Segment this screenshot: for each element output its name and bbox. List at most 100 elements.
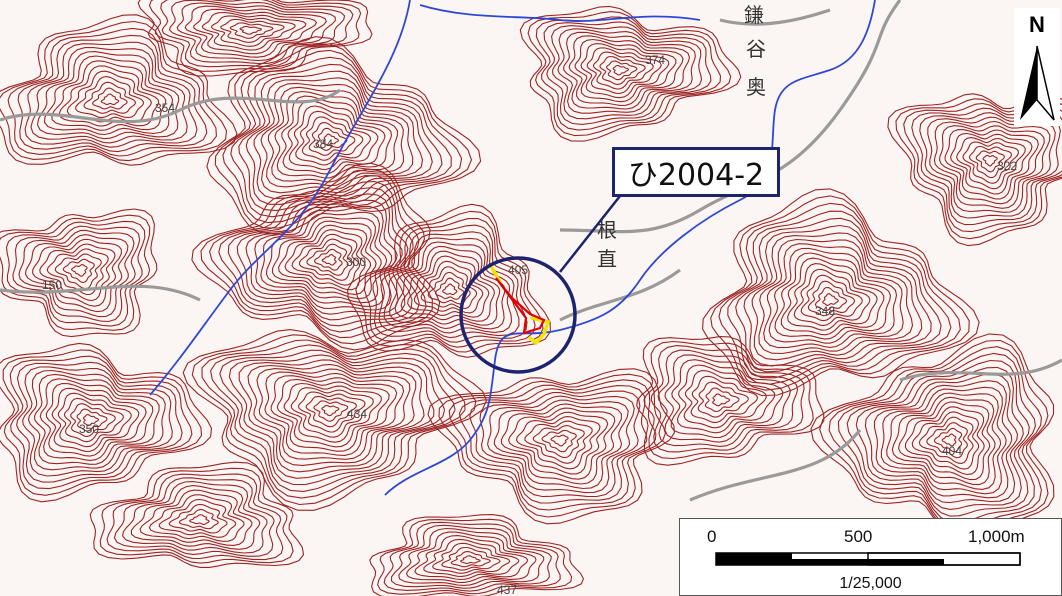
- contour-line: [82, 413, 100, 427]
- contour-line: [0, 342, 213, 503]
- spot-height-label: 350: [79, 422, 99, 436]
- contour-line: [377, 518, 573, 595]
- contour-line: [941, 433, 957, 447]
- contour-line: [160, 0, 354, 68]
- contour-line: [438, 373, 666, 518]
- contour-line: [182, 329, 488, 511]
- contour-line: [956, 137, 1026, 190]
- contour-line: [676, 364, 776, 434]
- contour-line: [30, 47, 188, 144]
- contour-line: [944, 129, 1039, 200]
- north-arrow-icon: [1020, 45, 1055, 121]
- contour-line: [12, 225, 141, 323]
- contour-line: [51, 387, 140, 452]
- contour-line: [264, 371, 405, 456]
- contour-line: [139, 489, 253, 546]
- contour-line: [469, 390, 641, 498]
- contour-line: [230, 56, 452, 218]
- scale-tick-label: 1,000m: [968, 527, 1025, 546]
- contour-line: [413, 260, 484, 314]
- contour-line: [210, 15, 296, 47]
- contour-line: [271, 90, 398, 183]
- contour-line: [301, 116, 364, 161]
- contour-line: [178, 509, 219, 530]
- contour-line: [650, 345, 805, 453]
- contour-line: [122, 481, 268, 554]
- contour-line: [32, 238, 122, 307]
- contour-line: [321, 404, 340, 417]
- contour-line: [551, 25, 703, 120]
- contour-line: [214, 43, 473, 229]
- contour-line: [432, 542, 511, 574]
- contour-line: [763, 243, 904, 349]
- contour-line: [91, 87, 128, 110]
- contour-line: [420, 266, 478, 309]
- site-id-label: ひ2004-2: [627, 158, 765, 193]
- contour-line: [45, 382, 147, 457]
- contour-line: [89, 461, 305, 568]
- contour-line: [532, 425, 585, 459]
- contour-line: [260, 211, 388, 307]
- contour-line: [727, 210, 952, 379]
- contour-line: [39, 243, 116, 302]
- contour-line: [550, 434, 569, 447]
- spot-heights: 354 384 374 322 150 300 405 348 350 434 …: [42, 53, 1017, 596]
- landslide-outline: [495, 277, 546, 335]
- contour-line: [219, 349, 446, 486]
- contour-line: [606, 60, 638, 81]
- contour-line: [33, 373, 160, 465]
- contour-line: [612, 64, 630, 76]
- contour-line: [238, 359, 425, 473]
- contour-line: [276, 95, 393, 179]
- contour-line: [43, 55, 174, 136]
- contour-line: [62, 258, 95, 284]
- contour-line: [423, 538, 520, 577]
- contour-line: [291, 233, 361, 286]
- contour-line: [238, 63, 443, 212]
- contour-line: [563, 31, 691, 110]
- contour-line: [751, 232, 923, 361]
- scale-ratio: 1/25,000: [839, 575, 902, 592]
- contour-line: [0, 208, 158, 338]
- place-name-char: 根: [597, 218, 617, 242]
- landslide-site[interactable]: [459, 195, 621, 374]
- contour-line: [256, 368, 411, 460]
- contour-line: [184, 5, 327, 58]
- contour-line: [100, 93, 120, 106]
- contour-line: [266, 86, 405, 188]
- contour-line: [245, 199, 399, 315]
- contour-line: [933, 427, 963, 453]
- contour-line: [222, 49, 463, 224]
- contour-line: [950, 132, 1033, 195]
- contour-line: [580, 43, 670, 99]
- contour-line: [305, 395, 357, 428]
- contour-line: [683, 370, 767, 429]
- contour-line: [657, 349, 799, 447]
- contour-line: [886, 392, 1002, 490]
- contour-line: [493, 403, 622, 485]
- contour-line: [247, 363, 417, 466]
- contour-line: [0, 20, 228, 162]
- contour-line: [807, 280, 855, 317]
- contour-line: [298, 238, 355, 281]
- contour-line: [880, 386, 1007, 495]
- contour-line: [697, 381, 749, 418]
- contour-line: [372, 224, 528, 343]
- contour-line: [919, 112, 1061, 219]
- contour-line: [814, 286, 848, 312]
- contour-line: [0, 214, 151, 331]
- contour-line: [239, 25, 263, 35]
- contour-line: [36, 51, 180, 140]
- contour-line: [308, 122, 356, 156]
- contour-line: [54, 253, 102, 290]
- contour-line: [39, 378, 154, 461]
- contour-line: [58, 65, 160, 127]
- spot-height-label: 405: [508, 263, 528, 277]
- contour-line: [592, 51, 654, 90]
- contour-line: [450, 551, 491, 568]
- contour-line: [5, 220, 146, 327]
- contour-line: [574, 38, 677, 103]
- contour-line: [378, 231, 520, 339]
